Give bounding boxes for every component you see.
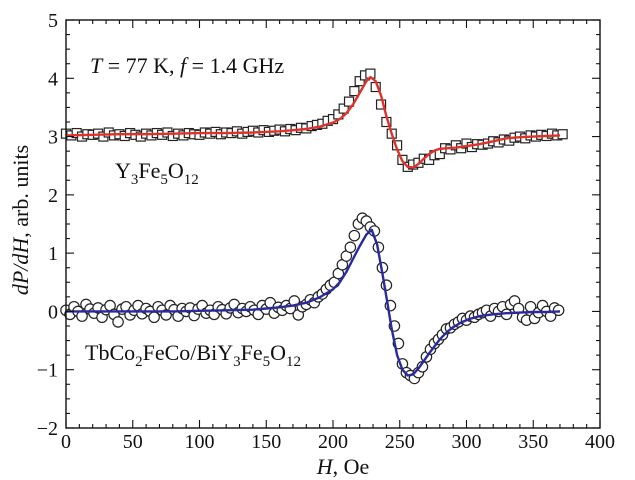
hetero-b: FeCo/BiY xyxy=(143,340,234,365)
conditions-t: T xyxy=(90,53,104,78)
x-tick-label: 400 xyxy=(585,431,615,453)
x-tick-label: 200 xyxy=(318,431,348,453)
x-tick-label: 0 xyxy=(61,431,71,453)
fit-line xyxy=(65,75,561,169)
y-axis-title-unit: , arb. units xyxy=(8,145,33,238)
data-point xyxy=(349,86,360,97)
yig-c: O xyxy=(168,158,184,183)
hetero-s4: 12 xyxy=(286,354,301,370)
x-tick-label: 50 xyxy=(123,431,143,453)
x-tick-label: 100 xyxy=(185,431,215,453)
x-tick-label: 350 xyxy=(518,431,548,453)
hetero-label: TbCo2FeCo/BiY3Fe5O12 xyxy=(85,340,301,370)
y-axis-title: dP/dH, arb. units xyxy=(8,145,33,295)
yig-b: Fe xyxy=(138,158,160,183)
yig-s2: 5 xyxy=(160,172,168,188)
x-axis-title-unit: , Oe xyxy=(333,454,370,479)
data-point xyxy=(557,129,568,140)
data-point xyxy=(112,316,124,328)
conditions-eq1: = 77 K, xyxy=(102,53,180,78)
hetero-c: Fe xyxy=(241,340,263,365)
data-point xyxy=(338,103,349,114)
x-tick-label: 250 xyxy=(385,431,415,453)
conditions-f: f xyxy=(180,53,189,78)
y-tick-label: −1 xyxy=(37,360,58,382)
hetero-s1: 2 xyxy=(135,354,143,370)
conditions-eq2: = 1.4 GHz xyxy=(186,53,284,78)
y-axis-title-main: dP/dH xyxy=(8,237,33,296)
data-point xyxy=(354,76,365,87)
y-tick-label: −2 xyxy=(37,418,58,440)
x-tick-label: 300 xyxy=(452,431,482,453)
y-tick-label: 3 xyxy=(48,127,58,149)
fit-line xyxy=(66,228,561,377)
y-tick-label: 1 xyxy=(48,243,58,265)
yig-s1: 3 xyxy=(131,172,139,188)
hetero-d: O xyxy=(270,340,286,365)
x-tick-label: 150 xyxy=(251,431,281,453)
conditions-label: T = 77 K, f = 1.4 GHz xyxy=(90,53,284,78)
yig-s3: 12 xyxy=(184,172,199,188)
data-point xyxy=(344,241,357,254)
y-tick-label: 5 xyxy=(48,10,58,32)
x-axis-title: H, Oe xyxy=(316,454,370,479)
plot-frame xyxy=(65,19,601,429)
y-tick-label: 2 xyxy=(48,185,58,207)
plot-marks xyxy=(60,68,568,385)
hetero-s2: 3 xyxy=(233,354,241,370)
yig-a: Y xyxy=(115,158,131,183)
yig-label: Y3Fe5O12 xyxy=(115,158,199,188)
data-point xyxy=(348,229,361,242)
x-axis-title-main: H xyxy=(316,454,334,479)
hetero-s3: 5 xyxy=(263,354,271,370)
y-tick-label: 0 xyxy=(48,301,58,323)
hetero-a: TbCo xyxy=(85,340,135,365)
y-tick-label: 4 xyxy=(48,68,58,90)
